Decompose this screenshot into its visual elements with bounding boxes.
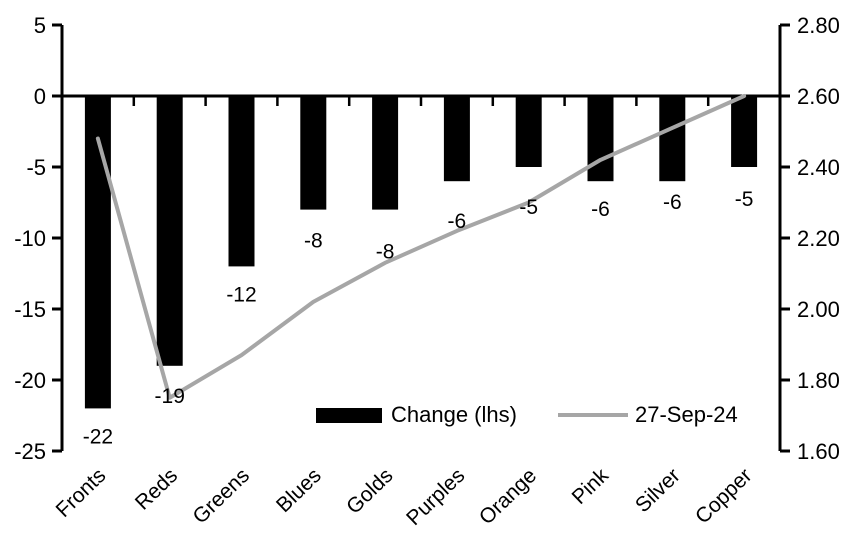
bar-label-silver: -6 (663, 191, 682, 214)
category-label-purples: Purples (402, 464, 469, 530)
right-axis-tick-label: 2.00 (797, 297, 840, 322)
category-label-copper: Copper (691, 464, 757, 528)
category-label-reds: Reds (131, 464, 182, 515)
category-label-greens: Greens (188, 464, 254, 528)
left-axis-tick-label: -10 (14, 226, 46, 251)
bar-copper (731, 96, 758, 167)
line-swatch-icon (558, 413, 628, 417)
bar-pink (587, 96, 614, 182)
bar-greens (228, 96, 255, 267)
legend-label-line: 27-Sep-24 (635, 402, 738, 427)
left-axis-tick-label: -20 (14, 368, 46, 393)
category-label-orange: Orange (475, 464, 541, 529)
legend-item-change: Change (lhs) (316, 401, 517, 429)
right-axis-tick-label: 2.80 (797, 13, 840, 38)
left-axis-tick-label: 0 (34, 84, 46, 109)
left-axis-tick-label: -5 (26, 155, 46, 180)
bar-label-purples: -6 (448, 210, 467, 233)
bar-orange (515, 96, 542, 167)
bar-purples (443, 96, 470, 182)
bar-label-pink: -6 (591, 198, 610, 221)
bar-swatch-icon (316, 407, 382, 423)
left-axis-tick-label: -15 (14, 297, 46, 322)
category-label-silver: Silver (631, 464, 685, 517)
left-axis-tick-label: -25 (14, 439, 46, 464)
bar-label-reds: -19 (155, 385, 185, 408)
bar-label-greens: -12 (226, 283, 256, 306)
bar-fronts (84, 96, 111, 409)
bar-label-golds: -8 (376, 241, 395, 264)
bar-label-copper: -5 (735, 188, 754, 211)
bar-label-orange: -5 (519, 196, 538, 219)
right-axis-tick-label: 2.40 (797, 155, 840, 180)
right-axis-tick-label: 1.80 (797, 368, 840, 393)
bar-reds (156, 96, 183, 366)
bar-label-fronts: -22 (83, 425, 113, 448)
category-label-pink: Pink (568, 464, 614, 509)
category-label-golds: Golds (342, 464, 397, 519)
legend-label-change: Change (lhs) (391, 402, 517, 427)
line-series-27-sep-24 (95, 94, 747, 400)
right-axis-tick-label: 1.60 (797, 439, 840, 464)
legend-item-line: 27-Sep-24 (558, 401, 738, 429)
right-axis-tick-label: 2.20 (797, 226, 840, 251)
bar-label-blues: -8 (304, 230, 323, 253)
left-axis-tick-label: 5 (34, 13, 46, 38)
bar-blues (300, 96, 327, 210)
category-label-fronts: Fronts (52, 464, 111, 522)
bar-golds (372, 96, 399, 210)
right-axis-tick-label: 2.60 (797, 84, 840, 109)
category-label-blues: Blues (272, 464, 326, 517)
bar-silver (659, 96, 686, 182)
